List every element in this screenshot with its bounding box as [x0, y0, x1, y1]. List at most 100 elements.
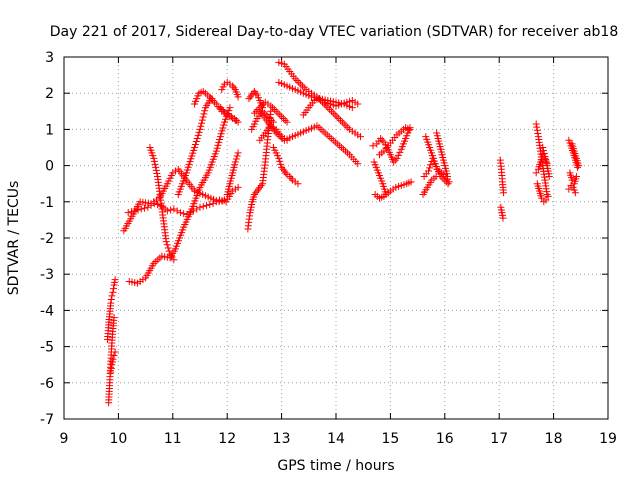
data-point [110, 314, 118, 322]
data-point [107, 364, 115, 372]
data-point [220, 196, 228, 204]
series-tr18 [269, 144, 302, 188]
data-point [124, 209, 132, 217]
data-point [276, 111, 284, 119]
data-point [274, 109, 282, 117]
data-point [540, 150, 548, 158]
data-point [282, 169, 290, 177]
data-point [215, 138, 223, 146]
data-point [211, 98, 219, 106]
y-tick-labels: -7 -6 -5 -4 -3 -2 -1 0 1 2 3 [40, 50, 54, 428]
axis-ticks [63, 56, 609, 420]
data-point [396, 148, 404, 156]
y-tick-label: 1 [45, 122, 54, 138]
series-tr30 [433, 129, 452, 180]
data-point [196, 203, 204, 211]
data-point [250, 109, 258, 117]
data-point [500, 189, 508, 197]
data-point [432, 172, 440, 180]
data-points [104, 58, 583, 407]
data-point [226, 104, 234, 112]
data-point [222, 115, 230, 123]
x-tick-label: 12 [218, 431, 236, 447]
data-point [107, 296, 115, 304]
data-point [575, 162, 583, 170]
data-point [337, 116, 345, 124]
data-point [180, 210, 188, 218]
series-tr10 [218, 78, 242, 101]
data-point [291, 75, 299, 83]
data-point [220, 118, 228, 126]
data-point [445, 178, 453, 186]
data-point [393, 154, 401, 162]
x-tick-label: 16 [436, 431, 454, 447]
data-point [199, 113, 207, 121]
data-point [193, 134, 201, 142]
data-point [267, 102, 275, 110]
data-point [107, 368, 115, 376]
data-point [232, 116, 240, 124]
data-point [176, 209, 184, 217]
data-point [250, 191, 258, 199]
y-tick-label: -2 [40, 231, 54, 247]
data-point [231, 158, 239, 166]
data-point [110, 352, 118, 360]
data-point [151, 160, 159, 168]
data-point [499, 214, 507, 222]
data-point [191, 140, 199, 148]
data-point [356, 133, 364, 141]
data-point [218, 105, 226, 113]
data-point [338, 118, 346, 126]
data-point [279, 115, 287, 123]
data-point [191, 144, 199, 151]
data-point [544, 192, 552, 200]
data-point [218, 127, 226, 135]
y-tick-label: -6 [40, 376, 54, 392]
data-point [270, 105, 278, 113]
data-point [293, 77, 301, 85]
data-point [369, 142, 377, 150]
data-point [342, 122, 350, 130]
data-point [219, 124, 227, 132]
data-point [384, 189, 392, 197]
data-point [163, 241, 171, 249]
data-point [234, 118, 242, 126]
data-point [286, 172, 294, 180]
series-tr26 [371, 189, 392, 202]
x-tick-label: 17 [490, 431, 508, 447]
data-point [541, 153, 549, 161]
data-point [154, 201, 162, 209]
data-point [543, 191, 551, 199]
data-point [152, 166, 160, 174]
data-point [233, 152, 241, 160]
data-point [214, 141, 222, 149]
data-point [252, 189, 260, 197]
data-point [542, 196, 550, 204]
data-point [197, 122, 205, 130]
y-tick-label: -1 [40, 195, 54, 211]
data-point [281, 116, 289, 124]
y-axis-label: SDTVAR / TECUs [6, 181, 22, 296]
data-point [198, 119, 206, 127]
series-tr3 [107, 348, 119, 376]
data-point [424, 167, 432, 175]
data-point [201, 107, 209, 115]
data-point [298, 82, 306, 90]
data-point [234, 183, 242, 191]
y-tick-label: -5 [40, 340, 54, 356]
data-point [278, 163, 286, 171]
data-point [294, 180, 302, 188]
data-point [280, 167, 288, 175]
x-tick-label: 10 [109, 431, 127, 447]
data-point [335, 115, 343, 123]
data-point [272, 107, 280, 115]
data-point [542, 156, 550, 164]
data-point [269, 104, 277, 112]
data-point [153, 169, 161, 177]
data-point [327, 107, 335, 115]
series-tr21 [299, 95, 362, 119]
series-tr35 [532, 151, 551, 177]
data-point [276, 157, 284, 165]
series-tr1 [105, 314, 118, 407]
